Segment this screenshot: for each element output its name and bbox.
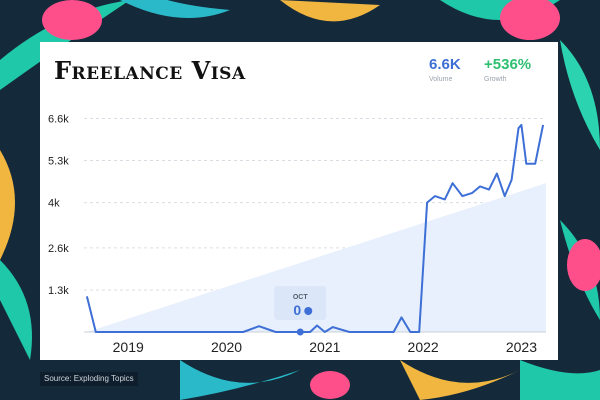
y-tick-label: 1.3k: [48, 285, 69, 297]
x-tick-label: 2021: [309, 339, 340, 355]
growth-stat: +536% Growth: [484, 56, 531, 83]
y-tick-label: 6.6k: [48, 113, 69, 125]
volume-label: Volume: [429, 76, 453, 83]
x-tick-label: 2019: [113, 339, 144, 355]
x-tick-label: 2022: [408, 339, 439, 355]
source-label: Source: Exploding Topics: [40, 372, 138, 386]
y-tick-label: 5.3k: [48, 156, 69, 168]
volume-stat: 6.6K Volume: [429, 56, 461, 83]
trend-area: [86, 183, 546, 332]
tooltip-info-icon: [304, 307, 313, 315]
tooltip-point: [296, 328, 304, 336]
volume-value: 6.6K: [429, 56, 461, 73]
tooltip-box: [274, 286, 327, 320]
x-tick-label: 2020: [211, 339, 242, 355]
chart-card: Freelance Visa 6.6K Volume +536% Growth …: [40, 42, 558, 360]
x-tick-label: 2023: [506, 339, 537, 355]
y-tick-label: 4k: [48, 198, 60, 210]
tooltip-month: OCT: [293, 294, 309, 301]
line-chart: 1.3k 2.6k 4k 5.3k 6.6k 2019 2020 2021 2022 2023 OC…: [48, 113, 546, 355]
growth-label: Growth: [484, 76, 507, 83]
tooltip-value: 0: [293, 302, 301, 318]
growth-value: +536%: [484, 56, 532, 73]
y-tick-label: 2.6k: [48, 243, 69, 255]
series-line: [85, 123, 545, 333]
chart-title: Freelance Visa: [54, 56, 246, 85]
